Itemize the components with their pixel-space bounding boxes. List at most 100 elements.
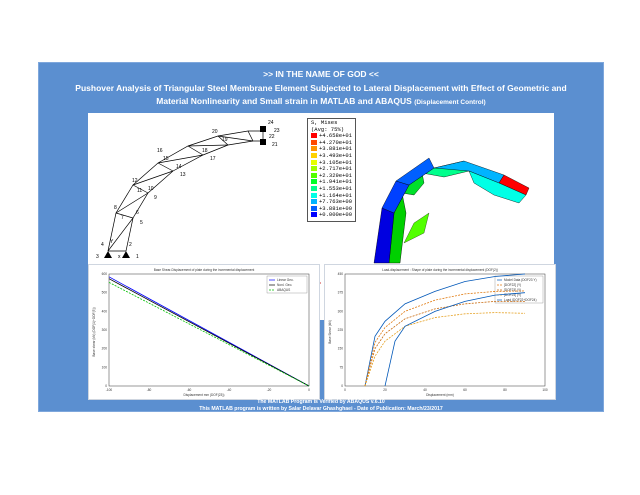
node-label-15: 15	[163, 156, 169, 162]
node-label-9: 9	[154, 195, 157, 201]
contour-level-value: +3.881e+00	[319, 204, 353, 212]
chart1-title: Base Shear-Displacement of plate during …	[154, 268, 255, 272]
chart2-plot-area	[344, 273, 546, 387]
structure-frame	[107, 130, 264, 252]
contour-level-value: +1.941e+01	[319, 178, 353, 186]
contour-swatch	[311, 166, 317, 172]
node-label-7: 7	[121, 215, 124, 221]
x-tick-label: -20	[267, 388, 272, 392]
chart1-plot-area	[108, 273, 310, 387]
contour-level-value: +1.553e+01	[319, 184, 353, 192]
contour-level-value: +2.329e+01	[319, 171, 353, 179]
contour-swatch	[311, 199, 317, 205]
node-label-11: 11	[137, 188, 142, 194]
header-line3-wrap: Material Nonlinearity and Small strain i…	[39, 95, 603, 109]
x-tick-label: 60	[463, 388, 467, 392]
contour-level: +0.000e+00	[311, 212, 352, 219]
axis-y-label: Y	[110, 239, 114, 245]
axis-x-label: x	[118, 254, 121, 260]
chart1-lines	[108, 276, 310, 387]
series-line	[364, 312, 526, 387]
contour-level-value: +0.000e+00	[319, 211, 353, 219]
x-tick-label: 80	[503, 388, 507, 392]
node-label-5: 5	[140, 220, 143, 226]
contour-level: +4.270e+01	[311, 139, 352, 147]
x-tick-label: 0	[344, 388, 346, 392]
contour-level-value: +2.717e+01	[319, 165, 353, 173]
y-tick-label: 500	[102, 291, 108, 295]
y-tick-label: 450	[338, 272, 344, 276]
contour-level: +3.881e+00	[311, 204, 353, 213]
contour-level: +3.881e+01	[311, 146, 352, 153]
footer-line1: The MATLAB Program is Verified by ABAQUS…	[257, 399, 385, 405]
chart1-xlabel: Displacement mm (DOF(23))	[184, 393, 225, 397]
contour-level: +2.717e+01	[311, 165, 353, 173]
chart-load-displacement: Load-displacement : Shape of plate durin…	[324, 264, 556, 400]
x-tick-label: -40	[227, 388, 232, 392]
contour-svg	[313, 157, 530, 298]
chart2-legend-2: [DOF22] (Y)	[504, 283, 521, 287]
node-label-10: 10	[148, 186, 154, 192]
chart2-legend-4: [DOF24] (Y)	[504, 293, 521, 297]
series-line	[364, 300, 525, 387]
contour-level: +1.941e+01	[311, 179, 352, 186]
y-tick-label: 200	[102, 347, 108, 351]
y-tick-label: 0	[341, 384, 343, 388]
header-line3-suffix: (Displacement Control)	[414, 99, 486, 106]
node-label-14: 14	[176, 164, 182, 170]
contour-levels: +4.658e+01 +4.270e+01 +3.881e+01 +3.493e+01…	[311, 132, 353, 219]
chart1-legend-3: ABAQUS	[277, 288, 290, 292]
series-line	[364, 290, 526, 387]
chart1-legend-1: Linear Geo.	[277, 278, 294, 282]
contour-level-value: +3.105e+01	[319, 158, 353, 166]
y-tick-label: 300	[102, 328, 108, 332]
deformed-shape	[373, 157, 530, 264]
node-label-13: 13	[180, 172, 186, 178]
contour-level-value: +3.493e+01	[319, 151, 353, 159]
contour-subtitle: (Avg: 75%)	[311, 125, 345, 133]
contour-level: +3.493e+01	[311, 151, 353, 160]
chart1-legend: Linear Geo. Nonl. Geo. ABAQUS	[266, 275, 308, 294]
chart2-legend: Model Data (DOF23 Y) [DOF22] (Y) [DOF23]…	[494, 275, 544, 304]
node-label-17: 17	[210, 156, 216, 162]
contour-level: +3.105e+01	[311, 158, 353, 167]
chart1-ticks: -100 -80 -60 -40 -20 0 0 100 200 300 400 500 600	[102, 272, 310, 392]
chart2-legend-3: [DOF23] (Y)	[504, 288, 521, 292]
contour-swatch	[311, 205, 317, 211]
contour-level-value: +4.658e+01	[319, 132, 353, 140]
series-line	[108, 282, 310, 387]
contour-level-value: +7.763e+00	[319, 198, 353, 206]
contour-swatch	[311, 179, 317, 185]
series-line	[384, 292, 526, 387]
y-tick-label: 100	[102, 365, 108, 369]
contour-swatch	[311, 212, 317, 218]
poster-panel: >> IN THE NAME OF GOD << Pushover Analys…	[38, 62, 604, 419]
header-line1: >> IN THE NAME OF GOD <<	[263, 69, 379, 79]
series-line	[108, 278, 310, 387]
node-label-1: 1	[136, 254, 139, 260]
node-label-18: 18	[202, 148, 208, 154]
header-line3: Material Nonlinearity and Small strain i…	[156, 96, 412, 106]
contour-swatch	[311, 159, 317, 165]
contour-legend: S, Mises (Avg: 75%) +4.658e+01 +4.270e+01…	[307, 118, 357, 222]
header-line2: Pushover Analysis of Triangular Steel Me…	[75, 83, 567, 93]
chart2-svg: Load-displacement : Shape of plate durin…	[328, 268, 548, 397]
node-label-20: 20	[212, 129, 218, 135]
contour-swatch	[311, 172, 317, 178]
contour-swatch	[311, 133, 317, 139]
y-tick-label: 225	[338, 328, 344, 332]
chart2-lines	[364, 273, 526, 387]
y-tick-label: 600	[102, 272, 108, 276]
contour-swatch	[311, 185, 317, 191]
footer: The MATLAB Program is Verified by ABAQUS…	[39, 399, 603, 420]
contour-level: +1.553e+01	[311, 184, 353, 193]
node-label-2: 2	[129, 242, 132, 248]
contour-level: +2.329e+01	[311, 171, 353, 180]
node-label-3: 3	[96, 254, 99, 260]
contour-swatch	[311, 139, 317, 145]
node-label-19: 19	[222, 137, 228, 143]
contour-level-value: +1.164e+01	[319, 191, 353, 199]
x-tick-label: -100	[106, 388, 113, 392]
footer-line3: E-mail: salar.d.ghashghaei@gmail.com	[272, 413, 370, 419]
chart1-svg: Base Shear-Displacement of plate during …	[92, 268, 310, 397]
